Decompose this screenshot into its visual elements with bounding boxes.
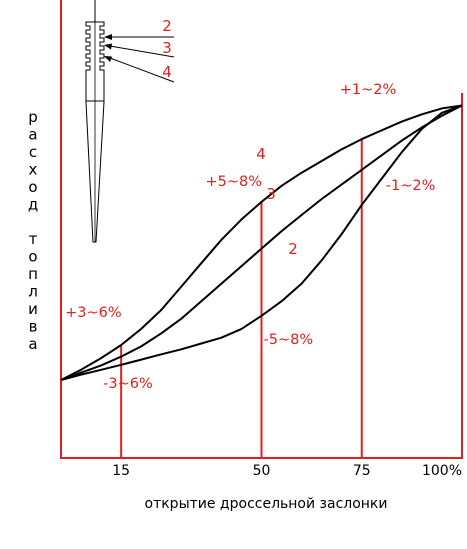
series-4-line <box>60 104 463 381</box>
y-label-letter: а <box>28 126 37 144</box>
annotation-label: +1~2% <box>340 82 397 98</box>
curve-labels: 4 3 2 <box>256 145 298 258</box>
arrow-3-icon <box>104 43 112 50</box>
x-axis-label: открытие дроссельной заслонки <box>145 496 388 512</box>
needle-inset: 2 3 4 <box>85 0 175 243</box>
annotation-label: -1~2% <box>386 178 436 194</box>
series-2-line <box>60 104 463 381</box>
annotation-label: -5~8% <box>264 332 314 348</box>
y-label-letter: а <box>28 335 37 353</box>
y-label-letter: о <box>28 248 37 266</box>
annotations: +3~6% -3~6% +5~8% -5~8% +1~2% -1~2% <box>65 82 435 392</box>
x-tick-labels: 15 50 75 100% <box>112 463 462 479</box>
series-curves <box>60 104 463 381</box>
annotation-label: -3~6% <box>103 376 153 392</box>
leader-line-3 <box>109 45 175 58</box>
y-label-letter: о <box>28 178 37 196</box>
series-3-label: 3 <box>266 185 276 203</box>
series-4-label: 4 <box>256 145 266 163</box>
y-label-letter: х <box>29 161 38 179</box>
y-label-letter: в <box>29 318 38 336</box>
inset-label-4: 4 <box>162 63 172 81</box>
y-label-letter: и <box>28 300 38 318</box>
y-label-letter: р <box>28 108 38 126</box>
arrow-4-icon <box>104 56 112 62</box>
y-label-letter: т <box>29 230 38 248</box>
series-2-label: 2 <box>288 240 298 258</box>
annotation-label: +3~6% <box>65 305 122 321</box>
leader-line-4 <box>109 57 175 83</box>
x-tick-label: 100% <box>422 463 462 479</box>
y-label-letter: л <box>28 283 38 301</box>
series-3-line <box>60 104 463 381</box>
inset-label-2: 2 <box>162 17 172 35</box>
x-tick-label: 50 <box>253 463 271 479</box>
y-label-letter: д <box>28 196 38 214</box>
x-tick-label: 75 <box>353 463 371 479</box>
x-tick-label: 15 <box>112 463 130 479</box>
arrow-2-icon <box>104 34 112 40</box>
y-label-letter: п <box>28 265 38 283</box>
annotation-label: +5~8% <box>206 174 263 190</box>
inset-label-3: 3 <box>162 39 172 57</box>
y-label-letter: с <box>29 143 37 161</box>
